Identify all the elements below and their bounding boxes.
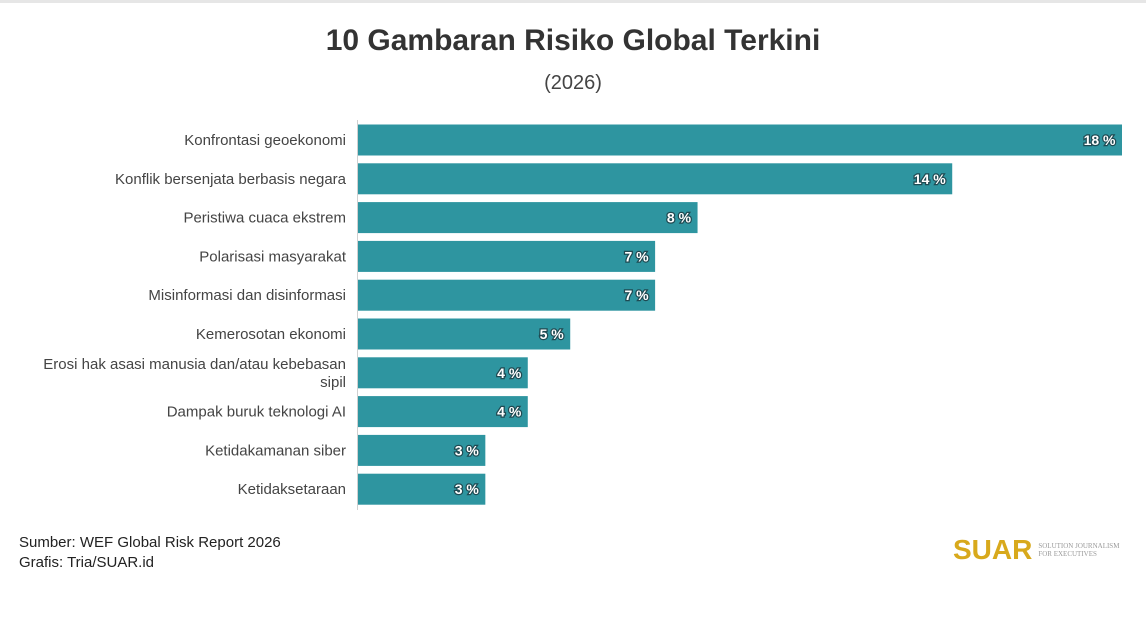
- category-label-4-line-1: Polarisasi masyarakat: [199, 248, 347, 265]
- value-label-5: 7 %: [624, 287, 649, 303]
- category-label-7-line-2: sipil: [320, 374, 346, 391]
- category-label-9-line-1: Ketidakamanan siber: [205, 442, 346, 459]
- bar-7: [358, 357, 528, 389]
- chart-footer: Sumber: WEF Global Risk Report 2026 Graf…: [19, 533, 281, 573]
- category-label-4: Polarisasi masyarakat: [199, 248, 347, 265]
- bar-2: [358, 163, 953, 195]
- category-label-3: Peristiwa cuaca ekstrem: [183, 210, 346, 227]
- top-rule: [0, 0, 1146, 3]
- category-label-1: Konfrontasi geoekonomi: [184, 132, 346, 149]
- category-label-9: Ketidakamanan siber: [205, 442, 346, 459]
- category-label-3-line-1: Peristiwa cuaca ekstrem: [183, 210, 346, 227]
- bar-3: [358, 202, 698, 234]
- bar-5: [358, 279, 656, 311]
- suar-logo: SUAR SOLUTION JOURNALISM for EXECUTIVES: [953, 534, 1130, 566]
- category-label-10: Ketidaksetaraan: [238, 481, 346, 498]
- logo-tagline: SOLUTION JOURNALISM for EXECUTIVES: [1038, 542, 1130, 558]
- bar-10: [358, 473, 486, 505]
- value-label-2: 14 %: [914, 171, 946, 187]
- logo-wordmark: SUAR: [953, 534, 1033, 565]
- bar-4: [358, 240, 656, 272]
- category-label-2-line-1: Konflik bersenjata berbasis negara: [115, 171, 347, 188]
- bar-8: [358, 396, 528, 428]
- category-label-8-line-1: Dampak buruk teknologi AI: [167, 404, 346, 421]
- bar-9: [358, 434, 486, 466]
- category-label-8: Dampak buruk teknologi AI: [167, 404, 346, 421]
- source-note: Sumber: WEF Global Risk Report 2026: [19, 534, 281, 551]
- value-label-9: 3 %: [455, 442, 480, 458]
- chart-title: 10 Gambaran Risiko Global Terkini: [325, 24, 821, 57]
- category-label-5-line-1: Misinformasi dan disinformasi: [148, 287, 346, 304]
- category-label-1-line-1: Konfrontasi geoekonomi: [184, 132, 346, 149]
- credit-note: Grafis: Tria/SUAR.id: [19, 554, 155, 571]
- category-label-7-line-1: Erosi hak asasi manusia dan/atau kebebas…: [43, 356, 346, 373]
- bar-6: [358, 318, 571, 350]
- category-label-6: Kemerosotan ekonomi: [196, 326, 346, 343]
- value-label-4: 7 %: [624, 248, 649, 264]
- value-label-7: 4 %: [497, 365, 522, 381]
- category-label-6-line-1: Kemerosotan ekonomi: [196, 326, 346, 343]
- value-label-10: 3 %: [455, 481, 480, 497]
- category-label-2: Konflik bersenjata berbasis negara: [115, 171, 347, 188]
- value-label-6: 5 %: [540, 326, 565, 342]
- category-label-10-line-1: Ketidaksetaraan: [238, 481, 346, 498]
- value-label-1: 18 %: [1084, 132, 1116, 148]
- value-label-8: 4 %: [497, 404, 522, 420]
- logo-tagline-line-2: for EXECUTIVES: [1038, 550, 1097, 558]
- category-label-7: Erosi hak asasi manusia dan/atau kebebas…: [43, 356, 346, 391]
- logo-tagline-line-1: SOLUTION JOURNALISM: [1038, 542, 1120, 550]
- category-label-5: Misinformasi dan disinformasi: [148, 287, 346, 304]
- value-label-3: 8 %: [667, 210, 692, 226]
- bar-1: [358, 124, 1122, 156]
- chart-subtitle: (2026): [544, 72, 602, 94]
